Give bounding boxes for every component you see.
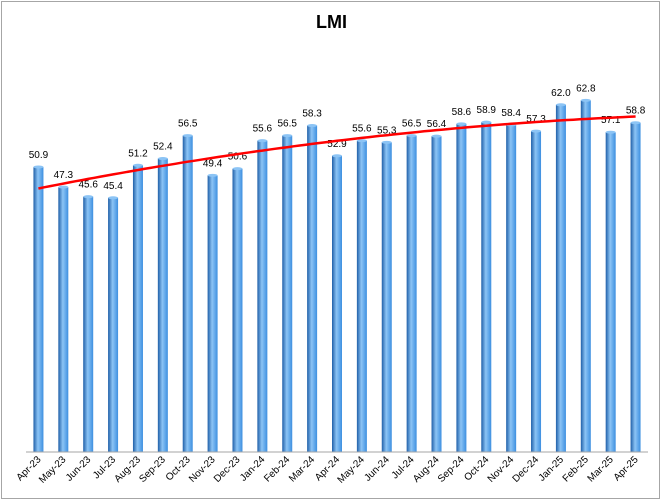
data-label-Oct-24: 58.9 (477, 105, 497, 116)
x-tick-Feb-25: Feb-25 (561, 454, 591, 484)
bar-cap-May-24 (356, 139, 367, 143)
bar-cap-Feb-25 (580, 98, 591, 102)
bar-cap-Apr-25 (630, 121, 641, 125)
bar-Jul-23 (108, 197, 119, 452)
bar-Jun-24 (381, 142, 392, 452)
bar-Dec-23 (232, 168, 243, 452)
bar-Jan-25 (555, 104, 566, 453)
bar-Sep-24 (456, 123, 467, 452)
x-tick-Jun-23: Jun-23 (64, 454, 94, 484)
bar-cap-Jul-23 (108, 196, 119, 200)
bar-cap-Mar-24 (307, 124, 318, 128)
x-tick-May-24: May-24 (336, 454, 368, 486)
chart-title: LMI (316, 12, 347, 32)
bar-cap-Apr-23 (33, 165, 44, 169)
x-tick-Nov-23: Nov-23 (187, 454, 218, 485)
bar-cap-Jun-24 (381, 140, 392, 144)
bar-Apr-24 (332, 155, 342, 452)
bar-cap-Aug-23 (132, 163, 143, 167)
data-labels-layer: 50.9 47.3 45.6 45.4 51.2 52.4 56.5 49.4 50.6 55.6… (29, 83, 646, 191)
data-label-Nov-23: 49.4 (203, 158, 223, 169)
bar-Oct-23 (182, 135, 193, 452)
data-label-Apr-23: 50.9 (29, 150, 49, 161)
bar-Nov-23 (207, 175, 218, 453)
x-tick-Mar-24: Mar-24 (287, 454, 317, 484)
data-label-Aug-23: 51.2 (128, 148, 148, 159)
data-label-Feb-25: 62.8 (576, 83, 596, 94)
x-tick-Dec-24: Dec-24 (511, 454, 542, 485)
bar-cap-Feb-24 (282, 134, 293, 138)
bar-May-24 (356, 140, 367, 452)
bar-cap-Mar-25 (605, 130, 616, 134)
bar-cap-Jan-24 (257, 139, 268, 143)
bar-Feb-24 (282, 135, 293, 452)
data-label-Feb-24: 56.5 (278, 119, 298, 130)
x-tick-Feb-24: Feb-24 (262, 454, 292, 484)
bar-Jul-24 (406, 135, 417, 452)
bar-cap-Sep-23 (157, 157, 168, 161)
bar-Feb-25 (580, 100, 591, 452)
bar-cap-Oct-23 (182, 134, 193, 138)
data-label-Jun-23: 45.6 (78, 180, 98, 191)
bar-cap-Jun-23 (83, 195, 94, 199)
data-label-Sep-23: 52.4 (153, 142, 173, 153)
data-label-Jul-24: 56.5 (402, 119, 422, 130)
bar-Mar-25 (605, 132, 616, 453)
bar-cap-Nov-23 (207, 173, 218, 177)
x-tick-May-23: May-23 (37, 454, 69, 486)
bar-cap-Sep-24 (456, 122, 467, 126)
bar-cap-Aug-24 (431, 134, 442, 138)
bar-cap-May-23 (58, 185, 69, 189)
bar-cap-Apr-24 (332, 154, 342, 158)
bar-Mar-24 (307, 125, 318, 453)
data-label-Jun-24: 55.3 (377, 125, 397, 136)
data-label-Apr-25: 58.8 (626, 106, 646, 117)
bar-Jan-24 (257, 140, 268, 452)
bar-cap-Jul-24 (406, 134, 417, 138)
x-tick-Jun-24: Jun-24 (362, 454, 392, 484)
bar-cap-Oct-24 (481, 120, 492, 124)
bar-Apr-25 (630, 122, 641, 452)
data-label-Mar-25: 57.1 (601, 115, 621, 126)
x-tick-labels-layer: Apr-23May-23Jun-23Jul-23Aug-23Sep-23Oct-… (15, 454, 641, 486)
data-label-Dec-23: 50.6 (228, 152, 248, 163)
bar-Aug-24 (431, 136, 442, 452)
bar-Jun-23 (83, 196, 94, 452)
data-label-Nov-24: 58.4 (501, 108, 521, 119)
bar-cap-Jan-25 (555, 103, 566, 107)
bar-cap-Dec-24 (531, 129, 542, 133)
x-tick-Mar-25: Mar-25 (586, 454, 616, 484)
bar-Apr-23 (33, 166, 44, 452)
bar-Oct-24 (481, 122, 492, 452)
data-label-Jul-23: 45.4 (103, 181, 123, 192)
data-label-Dec-24: 57.3 (526, 114, 546, 125)
bar-May-23 (58, 187, 69, 452)
data-label-Jan-24: 55.6 (253, 124, 273, 135)
data-label-May-23: 47.3 (54, 170, 74, 181)
x-tick-Sep-24: Sep-24 (436, 454, 467, 485)
x-tick-Dec-23: Dec-23 (212, 454, 243, 485)
data-label-May-24: 55.6 (352, 124, 372, 135)
bar-Nov-24 (506, 124, 517, 453)
bar-cap-Dec-23 (232, 167, 243, 171)
x-tick-Apr-25: Apr-25 (612, 454, 641, 483)
x-tick-Sep-23: Sep-23 (137, 454, 168, 485)
data-label-Mar-24: 58.3 (302, 109, 322, 120)
data-label-Oct-23: 56.5 (178, 119, 198, 130)
bar-Dec-24 (531, 131, 542, 452)
bars-layer (33, 98, 641, 453)
bar-Aug-23 (132, 165, 143, 452)
x-tick-Nov-24: Nov-24 (486, 454, 517, 485)
data-label-Jan-25: 62.0 (551, 88, 571, 99)
bar-Sep-23 (157, 158, 168, 452)
data-label-Aug-24: 56.4 (427, 119, 447, 130)
x-tick-Aug-23: Aug-23 (112, 454, 143, 485)
x-tick-Aug-24: Aug-24 (411, 454, 442, 485)
data-label-Sep-24: 58.6 (452, 107, 472, 118)
data-label-Apr-24: 52.9 (327, 139, 347, 150)
trendline (38, 115, 636, 190)
